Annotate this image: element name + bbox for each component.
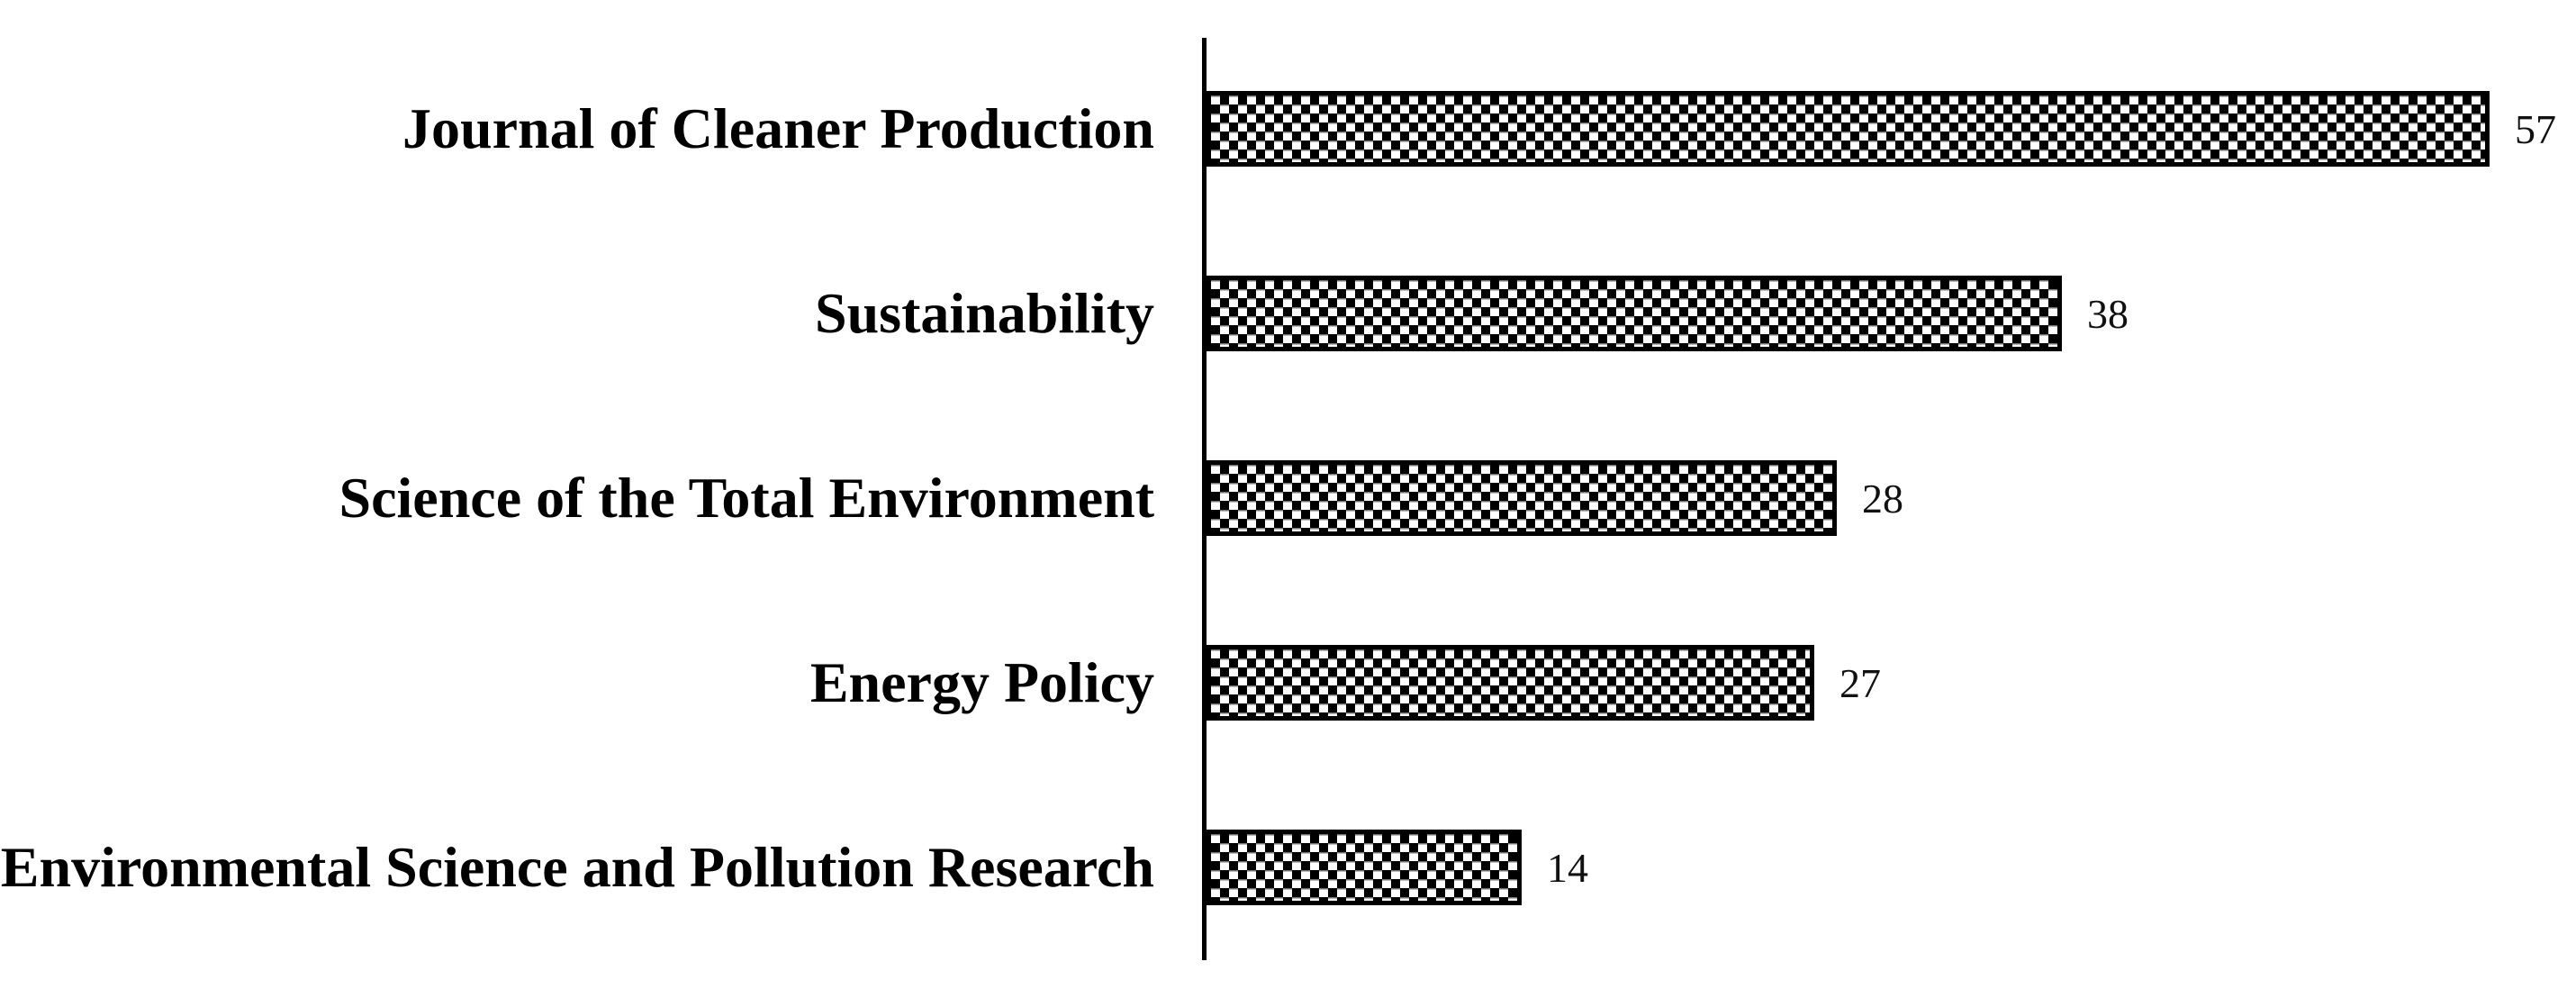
value-label: 38 xyxy=(2087,290,2129,337)
value-label: 57 xyxy=(2515,105,2556,152)
value-label: 14 xyxy=(1547,844,1588,891)
bar xyxy=(1207,276,2062,351)
category-label: Journal of Cleaner Production xyxy=(402,96,1154,160)
bar xyxy=(1207,830,1522,905)
bar xyxy=(1207,645,1814,721)
value-label: 28 xyxy=(1862,475,1903,522)
category-label: Science of the Total Environment xyxy=(339,466,1155,530)
bar xyxy=(1207,91,2490,167)
category-label: Environmental Science and Pollution Rese… xyxy=(0,835,1154,899)
value-label: 27 xyxy=(1839,659,1881,706)
category-label: Energy Policy xyxy=(809,650,1154,714)
y-axis-line xyxy=(1202,38,1207,960)
category-label: Sustainability xyxy=(814,281,1154,345)
bar xyxy=(1207,460,1837,536)
